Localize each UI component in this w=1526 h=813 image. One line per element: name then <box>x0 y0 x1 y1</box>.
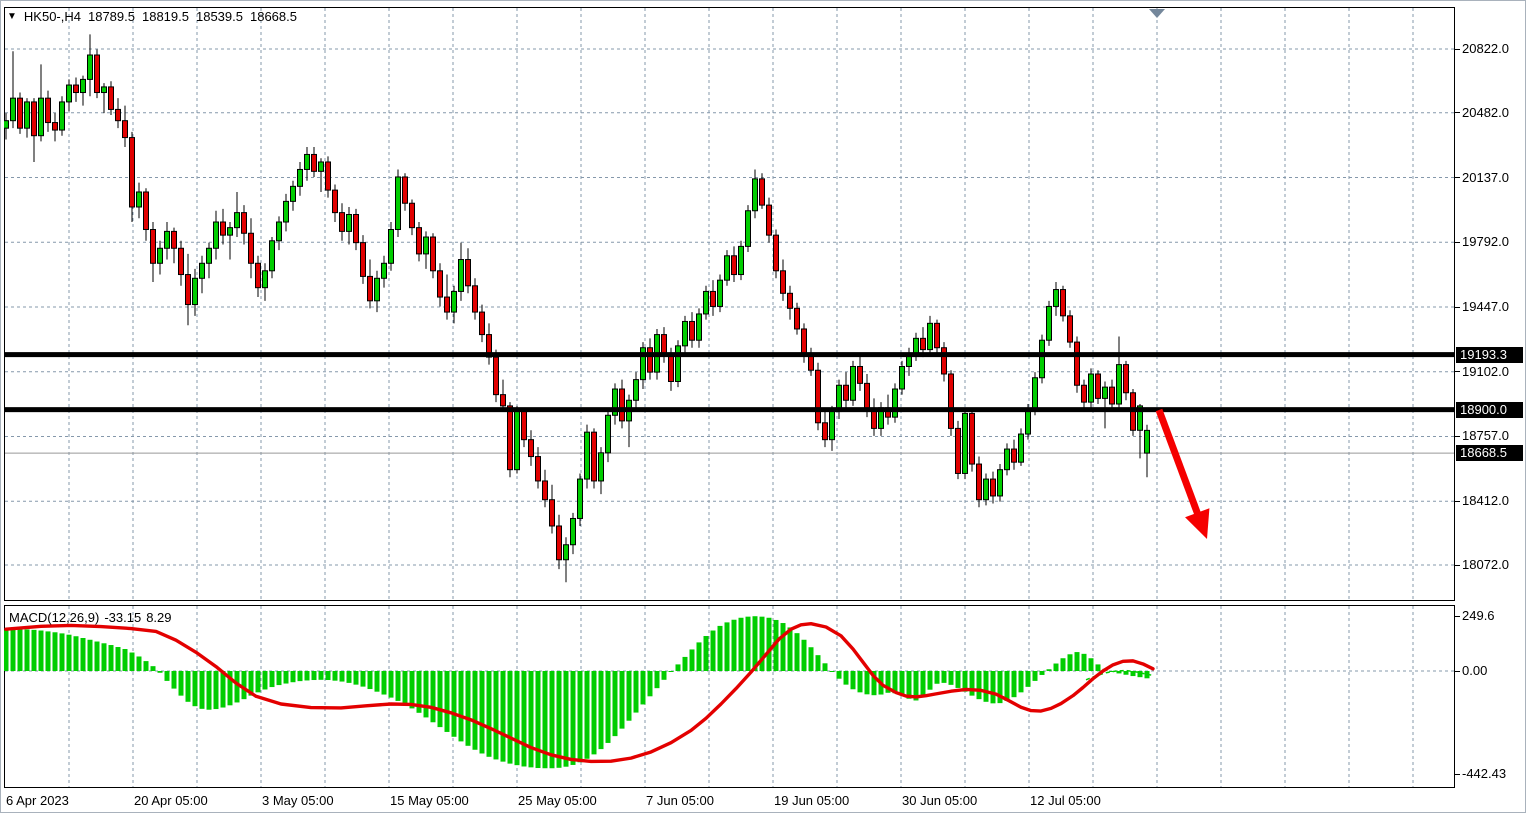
time-axis-label: 20 Apr 05:00 <box>134 793 208 808</box>
macd-indicator-label: MACD(12,26,9) -33.15 8.29 <box>9 610 172 625</box>
price-tick <box>1455 371 1460 373</box>
macd-axis-label: -442.43 <box>1462 766 1507 781</box>
price-tick <box>1455 306 1460 308</box>
time-axis-label: 19 Jun 05:00 <box>774 793 850 808</box>
symbol-period-label: HK50-,H4 <box>23 9 81 24</box>
price-tick <box>1455 564 1460 566</box>
price-tick <box>1455 435 1460 437</box>
macd-axis-label: 249.6 <box>1462 608 1495 623</box>
macd-axis-tick <box>1455 670 1460 672</box>
support-line-18900[interactable] <box>5 407 1454 413</box>
macd-main-value: -33.15 <box>104 610 142 625</box>
time-axis-label: 30 Jun 05:00 <box>902 793 978 808</box>
price-axis-label: 18757.0 <box>1462 428 1509 444</box>
time-axis-label: 6 Apr 2023 <box>6 793 69 808</box>
price-tick <box>1455 112 1460 114</box>
price-axis-label: 19792.0 <box>1462 234 1509 250</box>
price-tag-18900.0: 18900.0 <box>1456 401 1523 418</box>
macd-panel-canvas[interactable] <box>4 605 1455 788</box>
current-bar-marker-icon <box>1149 9 1165 18</box>
price-axis-label: 18412.0 <box>1462 493 1509 509</box>
price-tick <box>1455 48 1460 50</box>
ohlc-close: 18668.5 <box>249 9 297 24</box>
price-axis-label: 20482.0 <box>1462 104 1509 120</box>
candlesticks-series <box>4 34 1150 583</box>
price-axis-label: 19102.0 <box>1462 363 1509 379</box>
chart-title: ▼ HK50-,H4 18789.5 18819.5 18539.5 18668… <box>7 9 297 24</box>
time-axis-label: 12 Jul 05:00 <box>1030 793 1101 808</box>
ohlc-open: 18789.5 <box>87 9 135 24</box>
price-axis-label: 18072.0 <box>1462 557 1509 572</box>
symbol-marker-icon: ▼ <box>7 11 17 22</box>
time-axis-label: 25 May 05:00 <box>518 793 597 808</box>
price-chart-canvas[interactable] <box>4 7 1455 601</box>
macd-histogram <box>4 616 1150 769</box>
price-tick <box>1455 241 1460 243</box>
price-tick <box>1455 500 1460 502</box>
ohlc-low: 18539.5 <box>195 9 243 24</box>
time-axis-label: 15 May 05:00 <box>390 793 469 808</box>
macd-name: MACD(12,26,9) <box>9 610 100 625</box>
time-axis-label: 7 Jun 05:00 <box>646 793 714 808</box>
macd-signal-line <box>4 622 1155 764</box>
time-axis-label: 3 May 05:00 <box>262 793 334 808</box>
price-tag-18668.5: 18668.5 <box>1456 445 1523 462</box>
price-tag-19193.3: 19193.3 <box>1456 346 1523 363</box>
price-axis-label: 20822.0 <box>1462 41 1509 56</box>
macd-axis-tick <box>1455 615 1460 617</box>
price-axis-label: 20137.0 <box>1462 169 1509 185</box>
macd-axis-tick <box>1455 773 1460 775</box>
macd-signal-value: 8.29 <box>146 610 172 625</box>
price-axis-label: 19447.0 <box>1462 299 1509 314</box>
main-panel-border <box>4 7 1455 601</box>
macd-axis-label: 0.00 <box>1462 663 1488 678</box>
resistance-line-19193[interactable] <box>5 352 1454 358</box>
trend-arrow-object[interactable] <box>1155 408 1210 539</box>
macd-main-dashed-line <box>1085 669 1154 681</box>
price-tick <box>1455 177 1460 179</box>
ohlc-high: 18819.5 <box>141 9 189 24</box>
grid <box>5 8 1454 600</box>
